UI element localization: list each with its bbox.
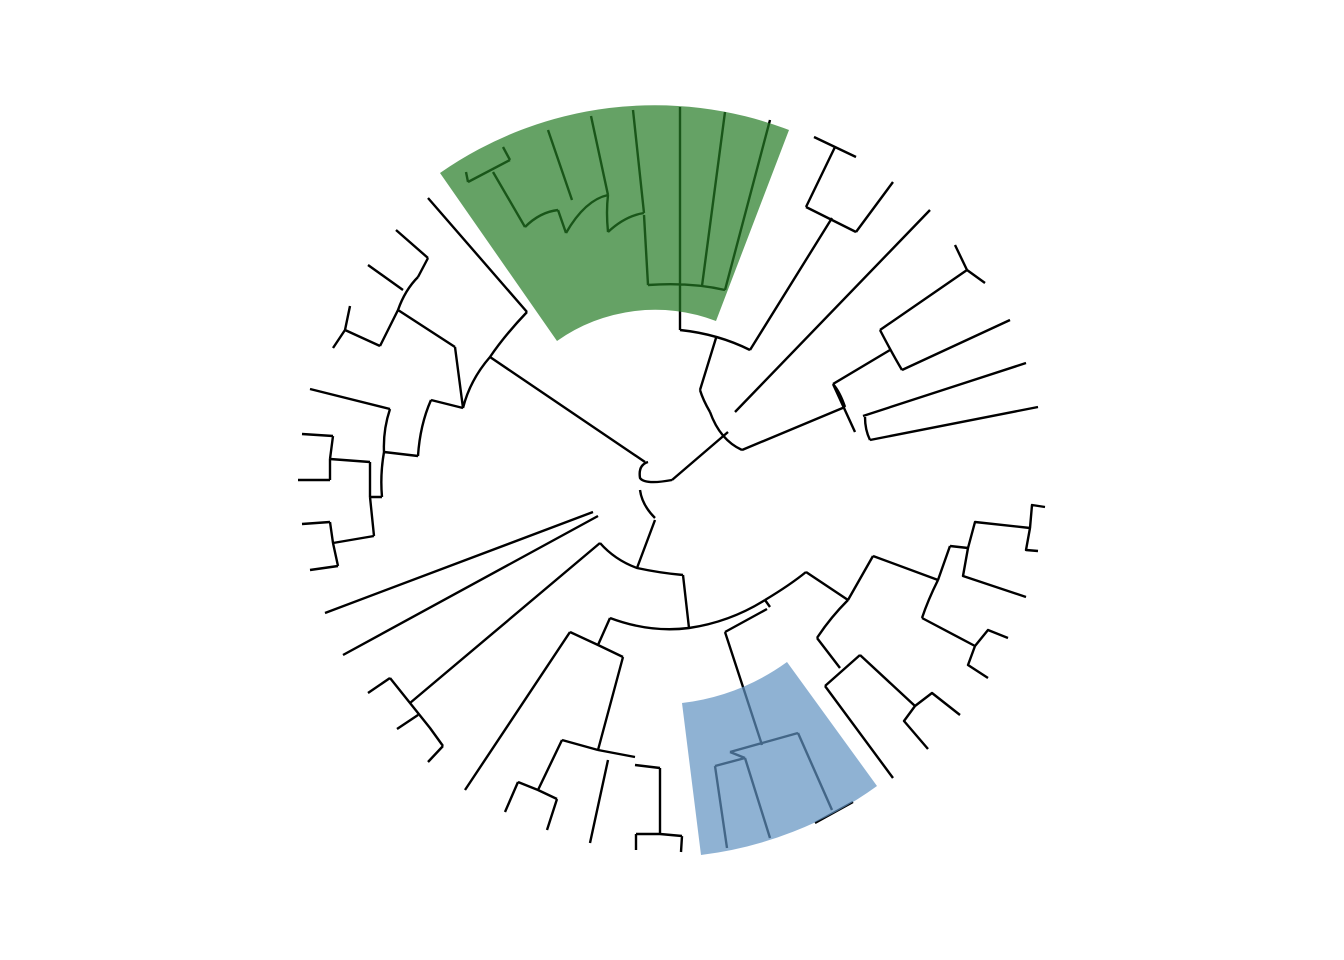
highlight-blue xyxy=(682,662,877,855)
branch xyxy=(831,244,1039,442)
branch xyxy=(324,356,729,704)
root-arc xyxy=(638,460,673,519)
branch xyxy=(298,197,528,572)
branch xyxy=(464,542,766,853)
branch xyxy=(679,135,931,452)
highlight-green xyxy=(440,105,789,341)
branch xyxy=(367,677,444,763)
